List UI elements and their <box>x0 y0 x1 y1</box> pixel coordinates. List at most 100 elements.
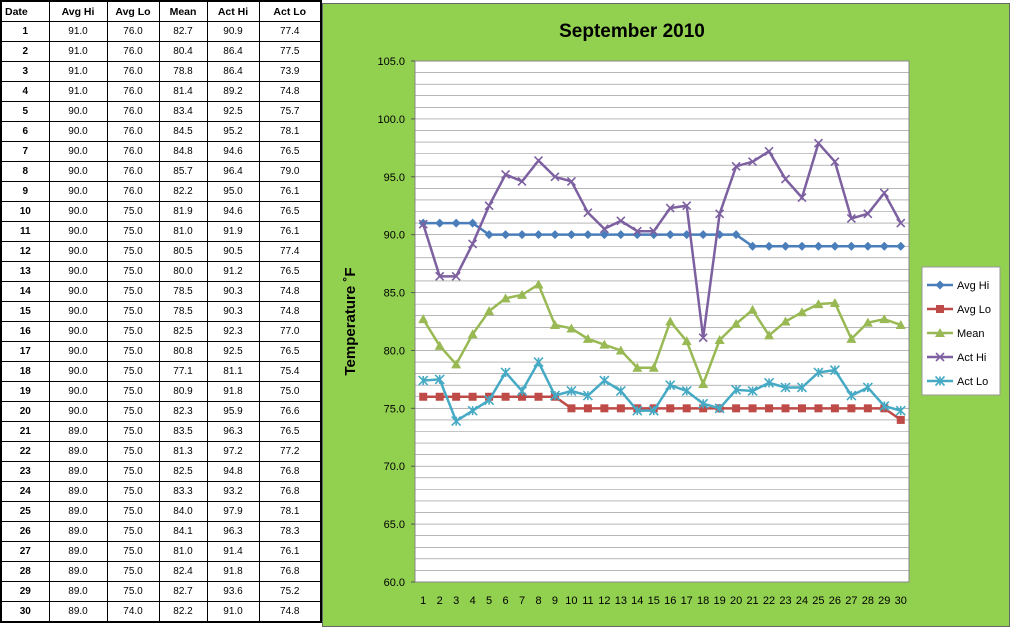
point-act-lo <box>599 375 610 386</box>
legend-label-act-lo: Act Lo <box>957 376 988 388</box>
avg-lo-cell: 75.0 <box>106 261 160 282</box>
avg-hi-cell: 91.0 <box>48 41 108 62</box>
act-hi-cell: 86.4 <box>206 41 260 62</box>
date-cell: 29 <box>0 581 50 602</box>
mean-cell: 84.1 <box>158 521 208 542</box>
table-row: 11 90.0 75.0 81.0 91.9 76.1 <box>0 221 322 242</box>
table-row: 2 91.0 76.0 80.4 86.4 77.5 <box>0 41 322 62</box>
mean-cell: 78.5 <box>158 281 208 302</box>
date-cell: 8 <box>0 161 50 182</box>
point-avg-hi <box>583 230 593 240</box>
table-row: 10 90.0 75.0 81.9 94.6 76.5 <box>0 201 322 222</box>
table-row: 15 90.0 75.0 78.5 90.3 74.8 <box>0 301 322 322</box>
act-lo-cell: 75.0 <box>258 381 322 402</box>
mean-cell: 84.8 <box>158 141 208 162</box>
header-avg-hi: Avg Hi <box>48 0 108 22</box>
point-act-lo <box>665 380 676 391</box>
table-row: 3 91.0 76.0 78.8 86.4 73.9 <box>0 61 322 82</box>
avg-hi-cell: 91.0 <box>48 61 108 82</box>
point-avg-hi <box>616 230 626 240</box>
chart-area: September 2010 60.0 65.0 70.0 75.0 80.0 85.0 90… <box>322 3 1010 627</box>
point-avg-hi <box>781 241 790 251</box>
y-tick-label: 60.0 <box>384 577 405 589</box>
point-avg-lo <box>452 392 461 401</box>
mean-cell: 80.4 <box>158 41 208 62</box>
point-act-lo <box>763 377 775 388</box>
point-avg-hi <box>501 230 511 240</box>
point-act-hi <box>813 138 823 148</box>
mean-cell: 84.0 <box>158 501 208 522</box>
mean-cell: 80.8 <box>158 341 208 362</box>
point-avg-hi <box>797 241 807 251</box>
table-row: 22 89.0 75.0 81.3 97.2 77.2 <box>0 441 322 462</box>
avg-lo-cell: 75.0 <box>106 201 160 222</box>
date-cell: 27 <box>0 541 50 562</box>
table-row: 6 90.0 76.0 84.5 95.2 78.1 <box>0 121 322 142</box>
avg-lo-cell: 75.0 <box>106 281 160 302</box>
act-lo-cell: 76.1 <box>258 181 322 202</box>
avg-hi-cell: 90.0 <box>48 101 108 122</box>
x-tick-label: 16 <box>664 595 676 607</box>
act-lo-cell: 76.5 <box>258 421 322 442</box>
act-lo-cell: 76.5 <box>258 261 322 282</box>
avg-hi-cell: 90.0 <box>48 181 108 202</box>
point-act-lo <box>714 403 725 414</box>
point-act-lo <box>895 405 906 416</box>
point-mean <box>879 314 890 324</box>
act-hi-cell: 96.3 <box>206 521 260 542</box>
point-act-lo <box>780 382 791 393</box>
legend-marker-mean <box>935 328 945 337</box>
x-tick-label: 28 <box>862 595 874 607</box>
act-hi-cell: 90.3 <box>206 281 260 302</box>
point-avg-hi <box>534 230 543 240</box>
avg-lo-cell: 75.0 <box>106 221 160 242</box>
avg-hi-cell: 89.0 <box>48 481 108 502</box>
point-mean <box>714 335 725 345</box>
act-lo-cell: 76.1 <box>258 221 322 242</box>
avg-lo-cell: 76.0 <box>106 21 160 42</box>
y-tick-label: 85.0 <box>384 288 405 300</box>
date-cell: 6 <box>0 121 50 142</box>
date-cell: 9 <box>0 181 50 202</box>
point-act-hi <box>682 201 692 211</box>
point-mean <box>418 314 429 324</box>
table-row: 13 90.0 75.0 80.0 91.2 76.5 <box>0 261 322 282</box>
act-hi-cell: 93.2 <box>206 481 260 502</box>
act-hi-cell: 94.6 <box>206 201 260 222</box>
avg-lo-cell: 76.0 <box>106 101 160 122</box>
point-avg-lo <box>814 404 823 413</box>
point-avg-hi <box>418 218 428 228</box>
mean-cell: 82.7 <box>158 21 208 42</box>
table-row: 18 90.0 75.0 77.1 81.1 75.4 <box>0 361 322 382</box>
point-mean <box>582 333 593 343</box>
y-tick-label: 65.0 <box>384 519 405 531</box>
table-row: 14 90.0 75.0 78.5 90.3 74.8 <box>0 281 322 302</box>
act-hi-cell: 95.2 <box>206 121 260 142</box>
avg-hi-cell: 90.0 <box>48 241 108 262</box>
point-act-lo <box>681 385 692 397</box>
y-tick-label: 75.0 <box>384 403 405 415</box>
avg-hi-cell: 90.0 <box>48 121 108 142</box>
avg-hi-cell: 89.0 <box>48 521 108 542</box>
avg-hi-cell: 90.0 <box>48 381 108 402</box>
line-chart: September 2010 60.0 65.0 70.0 75.0 80.0 85.0 90… <box>342 21 1001 607</box>
point-act-hi <box>731 161 741 171</box>
table-row: 21 89.0 75.0 83.5 96.3 76.5 <box>0 421 322 442</box>
table-row: 19 90.0 75.0 80.9 91.8 75.0 <box>0 381 322 402</box>
point-act-hi <box>550 172 560 182</box>
x-tick-label: 1 <box>420 595 426 607</box>
avg-lo-cell: 75.0 <box>106 481 160 502</box>
table-row: 24 89.0 75.0 83.3 93.2 76.8 <box>0 481 322 502</box>
x-tick-label: 14 <box>631 595 643 607</box>
point-act-hi <box>780 174 791 184</box>
point-avg-lo <box>830 404 839 413</box>
date-cell: 19 <box>0 381 50 402</box>
point-act-lo <box>566 385 577 397</box>
point-act-lo <box>698 398 709 409</box>
act-lo-cell: 74.8 <box>258 81 322 102</box>
avg-hi-cell: 89.0 <box>48 601 108 623</box>
point-act-lo <box>484 395 495 406</box>
point-avg-hi <box>879 241 889 251</box>
date-cell: 3 <box>0 61 50 82</box>
point-avg-hi <box>715 230 725 240</box>
